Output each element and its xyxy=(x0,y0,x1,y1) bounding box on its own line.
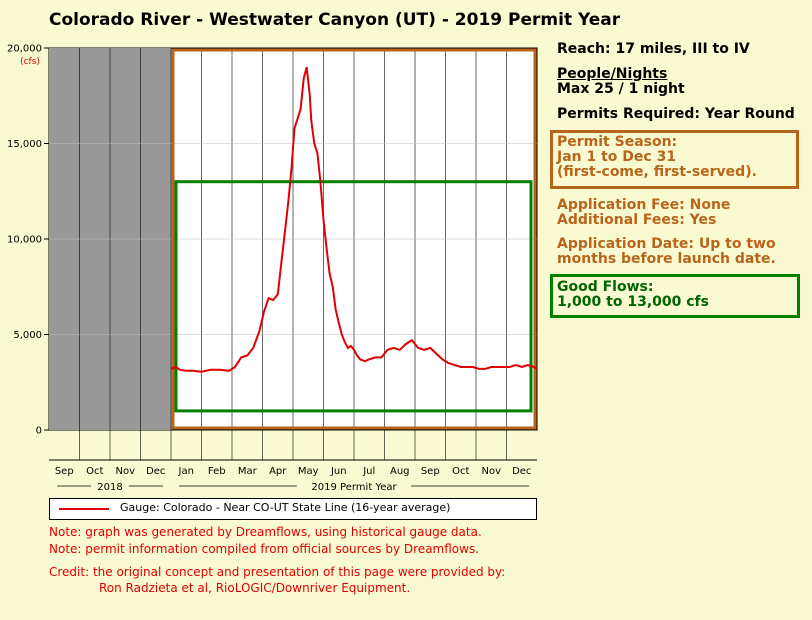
x-tick-label: Aug xyxy=(390,466,410,477)
reach-info: Reach: 17 miles, III to IV xyxy=(557,41,750,57)
y-tick-label: 0 xyxy=(36,426,42,437)
permit-season-box xyxy=(171,48,537,430)
x-tick-label: Jun xyxy=(330,466,347,477)
y-axis-unit-label: (cfs) xyxy=(20,57,40,67)
year-group-label: 2018 xyxy=(97,482,122,493)
x-tick-label: Apr xyxy=(269,466,287,477)
y-tick-label: 5,000 xyxy=(13,330,42,341)
good-flows-line1: Good Flows: xyxy=(557,279,654,295)
permit-season-box-info xyxy=(550,130,799,189)
application-date-line2: months before launch date. xyxy=(557,251,776,267)
permit-season-line1: Permit Season: xyxy=(557,134,678,150)
good-flows-line2: 1,000 to 13,000 cfs xyxy=(557,294,709,310)
credit-line1: Credit: the original concept and present… xyxy=(49,565,506,579)
x-tick-label: Sep xyxy=(55,466,74,477)
legend-label: Gauge: Colorado - Near CO-UT State Line … xyxy=(120,501,451,514)
people-nights-heading: People/Nights xyxy=(557,66,668,82)
y-tick-label: 20,000 xyxy=(7,44,42,55)
y-tick-label: 10,000 xyxy=(7,235,42,246)
additional-fees: Additional Fees: Yes xyxy=(557,212,717,228)
x-tick-label: Mar xyxy=(238,466,258,477)
x-tick-label: Jul xyxy=(362,466,375,477)
x-tick-label: Nov xyxy=(115,466,135,477)
y-tick-label: 15,000 xyxy=(7,139,42,150)
x-tick-label: Dec xyxy=(512,466,531,477)
note-permit: Note: permit information compiled from o… xyxy=(49,542,480,556)
page-title: Colorado River - Westwater Canyon (UT) -… xyxy=(49,10,621,30)
credit-line2: Ron Radzieta et al, RioLOGIC/Downriver E… xyxy=(99,581,411,595)
legend-line-swatch xyxy=(59,508,109,510)
x-tick-label: May xyxy=(298,466,319,477)
application-fee: Application Fee: None xyxy=(557,197,731,213)
note-graph: Note: graph was generated by Dreamflows,… xyxy=(49,525,482,539)
permits-required: Permits Required: Year Round xyxy=(557,106,795,122)
x-tick-label: Oct xyxy=(86,466,103,477)
people-nights-value: Max 25 / 1 night xyxy=(557,81,685,97)
grid-lines xyxy=(49,48,537,460)
good-flows-box xyxy=(174,180,533,413)
application-date-line1: Application Date: Up to two xyxy=(557,236,776,252)
x-tick-label: Oct xyxy=(452,466,469,477)
x-tick-label: Jan xyxy=(178,466,194,477)
y-axis-ticks: 0 5,000 10,000 15,000 20,000 xyxy=(7,44,49,437)
x-tick-label: Sep xyxy=(421,466,440,477)
x-axis-month-labels: Sep Oct Nov Dec Jan Feb Mar Apr May Jun Jul Aug Sep O… xyxy=(55,466,532,477)
good-flows-box-info xyxy=(550,274,800,318)
x-tick-label: Nov xyxy=(481,466,501,477)
chart-legend: Gauge: Colorado - Near CO-UT State Line … xyxy=(49,498,537,520)
flow-chart: 0 5,000 10,000 15,000 20,000 (cfs) Sep Oct Nov… xyxy=(7,44,538,493)
permit-season-line3: (first-come, first-served). xyxy=(557,164,757,180)
permit-season-line2: Jan 1 to Dec 31 xyxy=(557,149,677,165)
x-axis-year-groups: 2018 2019 Permit Year xyxy=(57,482,529,493)
x-tick-label: Dec xyxy=(146,466,165,477)
flow-series-line xyxy=(170,66,538,373)
year-group-label: 2019 Permit Year xyxy=(311,482,397,493)
x-tick-label: Feb xyxy=(208,466,226,477)
